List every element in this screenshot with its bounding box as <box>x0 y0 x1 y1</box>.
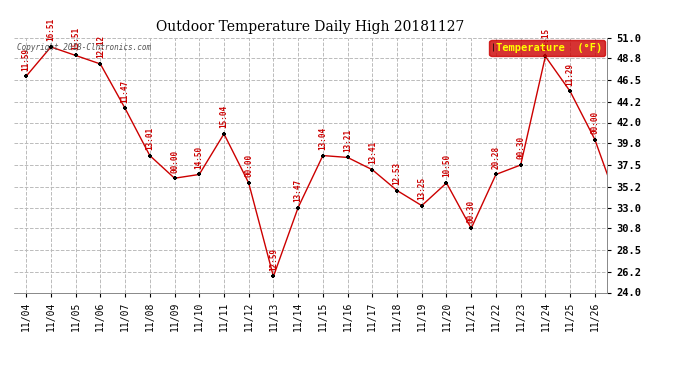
Point <box>540 53 551 59</box>
Point <box>70 53 81 58</box>
Point <box>589 136 600 142</box>
Text: 12:59: 12:59 <box>269 248 278 271</box>
Point <box>342 154 353 160</box>
Point <box>119 105 130 111</box>
Text: 14:50: 14:50 <box>195 146 204 169</box>
Point <box>219 131 230 137</box>
Point <box>95 61 106 67</box>
Title: Outdoor Temperature Daily High 20181127: Outdoor Temperature Daily High 20181127 <box>157 20 464 33</box>
Text: 12:12: 12:12 <box>96 35 105 58</box>
Point <box>416 202 427 208</box>
Text: 13:21: 13:21 <box>343 129 352 152</box>
Text: 15:04: 15:04 <box>219 105 228 128</box>
Text: 13:25: 13:25 <box>417 177 426 200</box>
Point <box>466 225 477 231</box>
Text: 13:41: 13:41 <box>368 141 377 164</box>
Point <box>243 180 254 186</box>
Text: 11:47: 11:47 <box>121 80 130 103</box>
Point <box>169 175 180 181</box>
Point <box>564 88 575 94</box>
Text: 00:00: 00:00 <box>591 111 600 134</box>
Text: 11:59: 11:59 <box>21 48 30 70</box>
Point <box>293 204 304 210</box>
Text: 15:51: 15:51 <box>71 27 80 50</box>
Text: 11:29: 11:29 <box>566 63 575 86</box>
Text: 00:00: 00:00 <box>244 154 253 177</box>
Point <box>441 180 452 186</box>
Text: 00:00: 00:00 <box>0 374 1 375</box>
Point <box>367 167 378 173</box>
Legend: Temperature  (°F): Temperature (°F) <box>489 40 605 56</box>
Text: 13:15: 13:15 <box>541 28 550 51</box>
Text: 13:01: 13:01 <box>146 127 155 150</box>
Point <box>515 162 526 168</box>
Point <box>614 206 625 212</box>
Text: 20:28: 20:28 <box>491 146 500 169</box>
Text: 12:53: 12:53 <box>393 162 402 185</box>
Point <box>21 73 32 79</box>
Point <box>268 273 279 279</box>
Point <box>317 153 328 159</box>
Point <box>391 188 402 194</box>
Text: 00:30: 00:30 <box>516 136 525 159</box>
Point <box>194 171 205 177</box>
Text: 00:00: 00:00 <box>170 150 179 172</box>
Text: 13:47: 13:47 <box>294 179 303 202</box>
Text: 13:04: 13:04 <box>318 127 327 150</box>
Text: 10:50: 10:50 <box>442 154 451 177</box>
Point <box>491 171 502 177</box>
Point <box>46 44 57 50</box>
Point <box>144 153 155 159</box>
Text: Copyright 2018-Clntronics.com: Copyright 2018-Clntronics.com <box>17 43 151 52</box>
Text: 16:51: 16:51 <box>46 18 55 41</box>
Text: 00:30: 00:30 <box>466 200 475 223</box>
